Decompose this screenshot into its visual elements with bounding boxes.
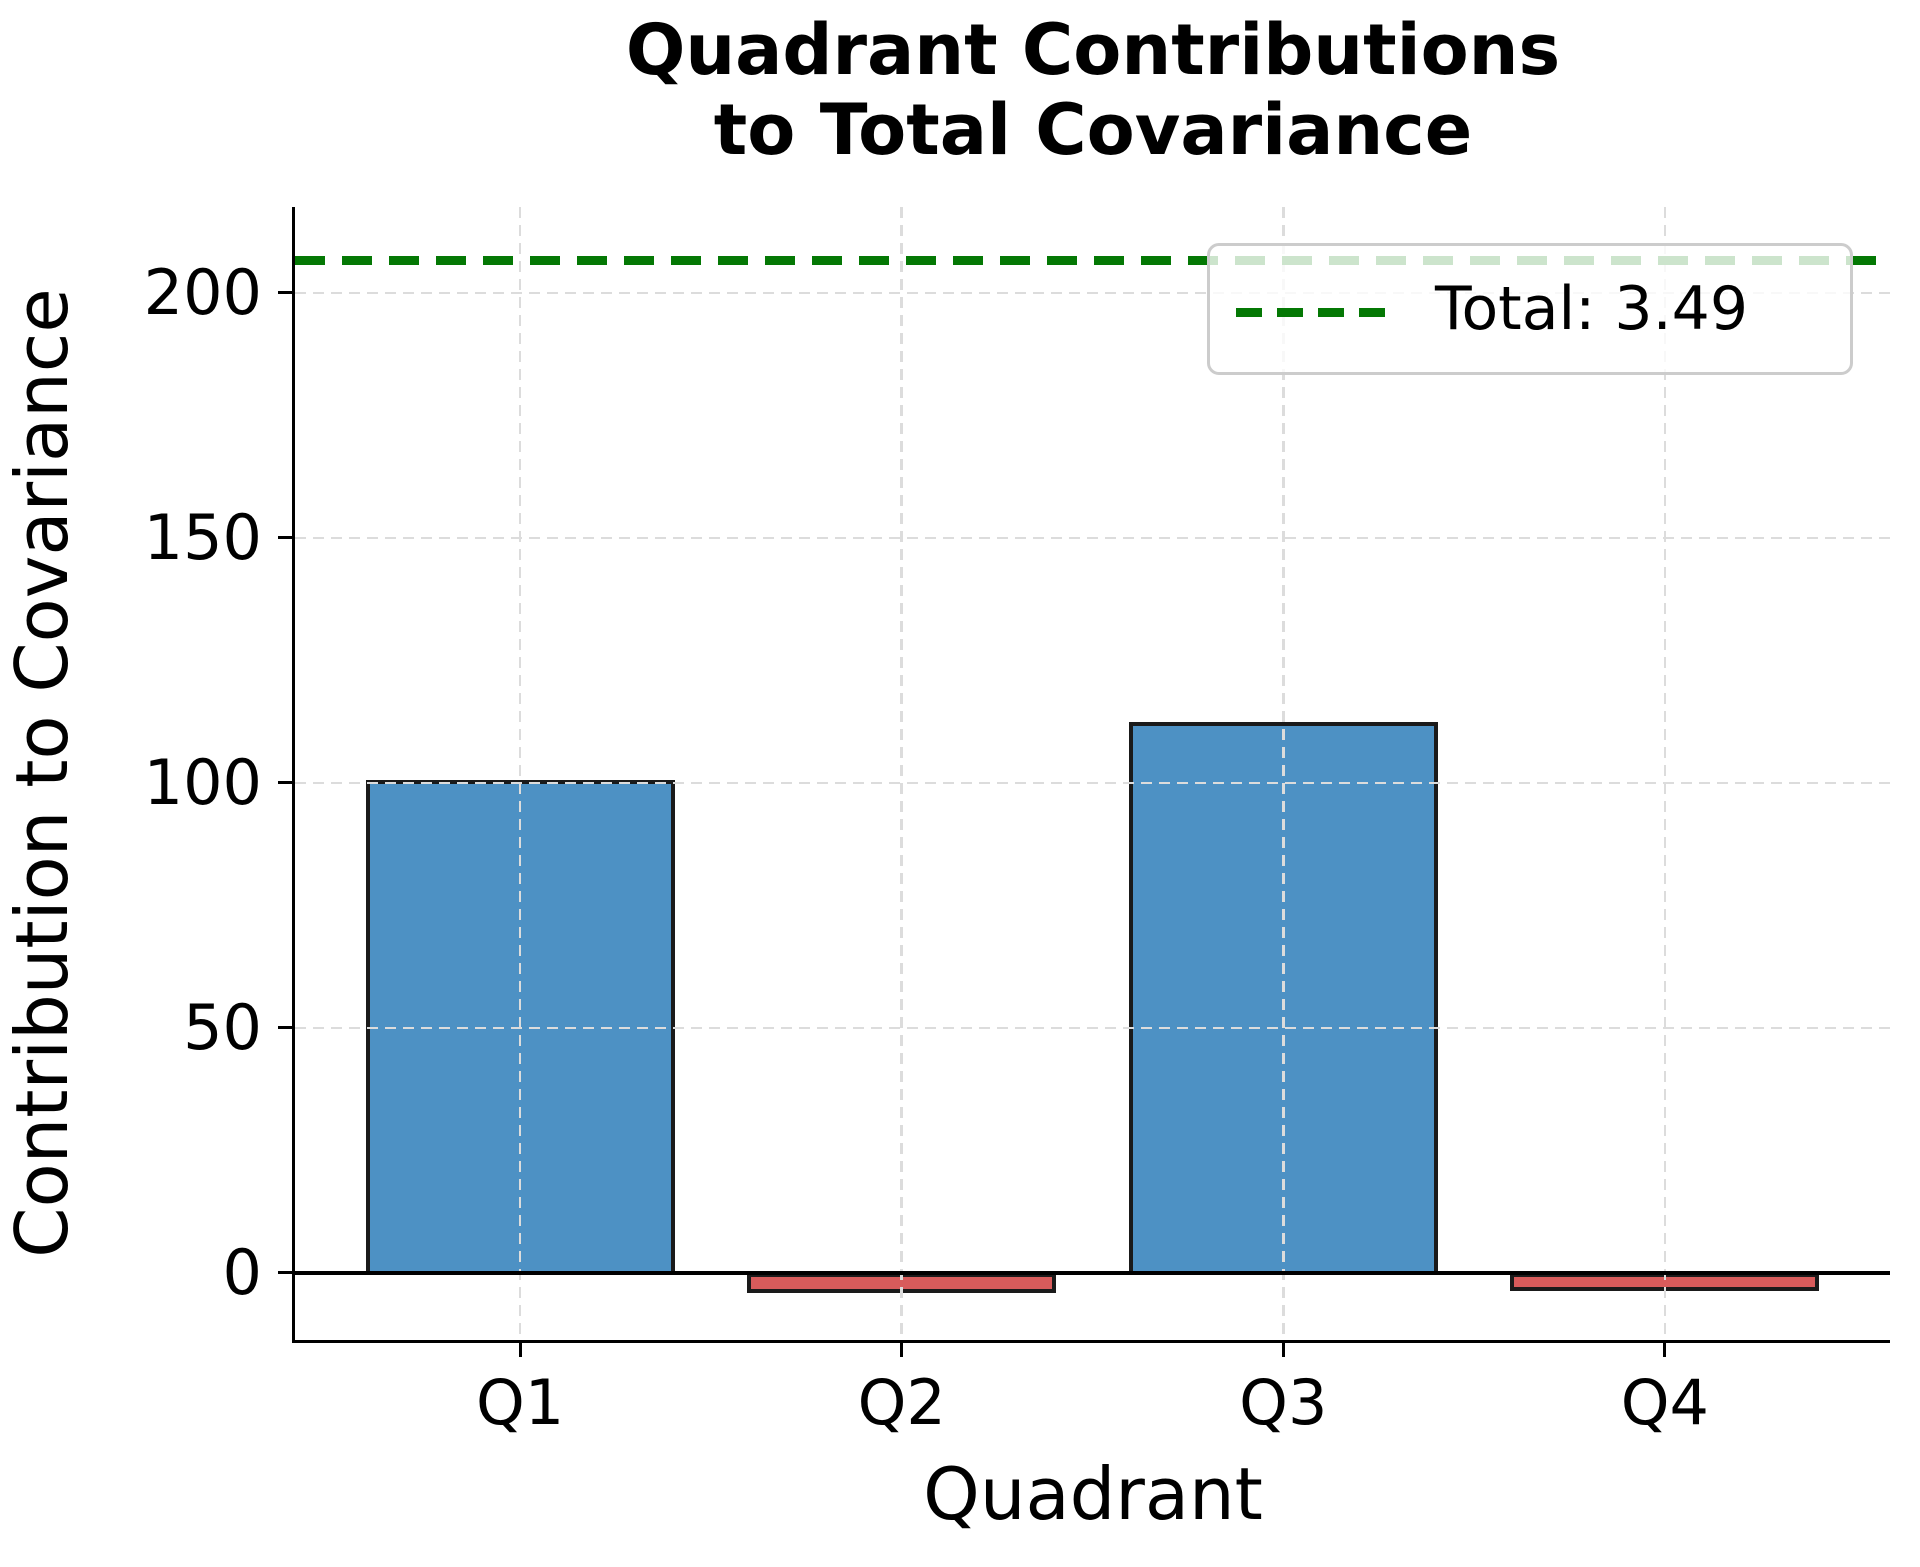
chart-title: Quadrant Contributions to Total Covarian… (626, 10, 1560, 170)
x-grid-line (1663, 207, 1667, 1340)
legend-total-line-sample (1236, 307, 1389, 317)
x-tick-label: Q4 (1620, 1366, 1709, 1439)
x-axis-label: Quadrant (923, 1452, 1263, 1536)
x-tick-mark (518, 1343, 522, 1357)
x-grid-line (1282, 207, 1285, 1340)
x-tick-label: Q2 (857, 1366, 946, 1439)
plot-area (292, 207, 1890, 1343)
legend-total-label: Total: 3.49 (1435, 274, 1749, 344)
total-covariance-line (295, 256, 1890, 266)
x-grid-line (900, 207, 903, 1340)
y-tick-label: 0 (222, 1235, 262, 1309)
y-grid-line (295, 536, 1890, 540)
y-tick-label: 100 (143, 745, 262, 819)
chart-title-line-1: Quadrant Contributions (625, 9, 1561, 91)
y-tick-label: 50 (183, 990, 262, 1064)
y-tick-mark (278, 1271, 292, 1275)
y-tick-mark (278, 1026, 292, 1030)
y-grid-line (295, 1026, 1890, 1030)
y-tick-label: 150 (143, 500, 262, 574)
x-tick-label: Q1 (476, 1366, 565, 1439)
y-tick-mark (278, 291, 292, 295)
zero-line (295, 1271, 1890, 1275)
x-grid-line (518, 207, 522, 1340)
y-tick-label: 200 (143, 255, 262, 329)
x-tick-mark (900, 1343, 904, 1357)
chart-title-line-2: to Total Covariance (713, 89, 1473, 171)
x-tick-mark (1281, 1343, 1285, 1357)
y-axis-label: Contribution to Covariance (0, 288, 84, 1258)
y-grid-line (295, 781, 1890, 785)
x-tick-mark (1663, 1343, 1667, 1357)
y-grid-line (295, 291, 1890, 294)
x-tick-label: Q3 (1239, 1366, 1328, 1439)
y-tick-mark (278, 781, 292, 785)
legend: Total: 3.49 (1207, 243, 1853, 375)
y-tick-mark (278, 536, 292, 540)
